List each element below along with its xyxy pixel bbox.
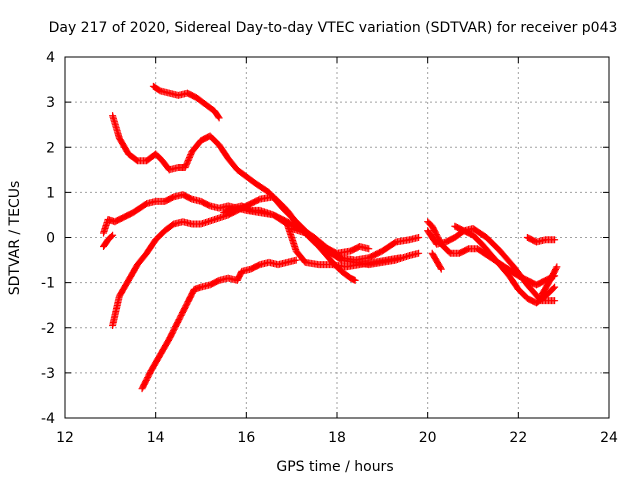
y-tick-label: 1 bbox=[46, 185, 55, 201]
series-track-n bbox=[537, 263, 561, 300]
x-tick-label: 22 bbox=[509, 430, 527, 446]
data-series bbox=[100, 82, 561, 393]
series-track-b bbox=[109, 112, 373, 257]
series-track-d bbox=[100, 231, 117, 251]
x-tick-label: 24 bbox=[600, 430, 618, 446]
series-track-k bbox=[428, 249, 445, 273]
series-track-h bbox=[288, 224, 359, 284]
x-tick-label: 14 bbox=[147, 430, 165, 446]
x-tick-label: 16 bbox=[237, 430, 255, 446]
series-track-l bbox=[451, 222, 559, 307]
chart-title: Day 217 of 2020, Sidereal Day-to-day VTE… bbox=[49, 20, 618, 36]
y-tick-label: -4 bbox=[41, 411, 55, 427]
x-axis-label: GPS time / hours bbox=[276, 459, 393, 475]
series-track-m bbox=[523, 234, 559, 246]
series-trace bbox=[525, 234, 557, 246]
series-track-a bbox=[149, 82, 223, 122]
series-trace bbox=[151, 83, 222, 121]
plot-frame bbox=[64, 56, 610, 419]
series-trace bbox=[429, 251, 445, 272]
series-trace bbox=[452, 223, 557, 306]
y-tick-label: 4 bbox=[46, 50, 55, 66]
y-tick-label: 0 bbox=[46, 231, 55, 247]
x-tick-label: 12 bbox=[56, 430, 74, 446]
x-tick-label: 20 bbox=[419, 430, 437, 446]
series-track-i bbox=[424, 224, 559, 305]
grid bbox=[65, 57, 609, 418]
series-trace bbox=[538, 264, 560, 299]
y-axis-label: SDTVAR / TECUs bbox=[7, 181, 23, 296]
series-trace bbox=[109, 113, 371, 257]
series-trace bbox=[100, 232, 115, 249]
x-tick-label: 18 bbox=[328, 430, 346, 446]
y-tick-label: -3 bbox=[41, 366, 55, 382]
series-trace bbox=[289, 225, 358, 284]
y-tick-label: 2 bbox=[46, 140, 55, 156]
y-tick-label: -2 bbox=[41, 321, 55, 337]
series-track-f bbox=[138, 256, 300, 393]
series-trace bbox=[139, 256, 299, 391]
y-tick-label: -1 bbox=[41, 276, 55, 292]
y-tick-label: 3 bbox=[46, 95, 55, 111]
